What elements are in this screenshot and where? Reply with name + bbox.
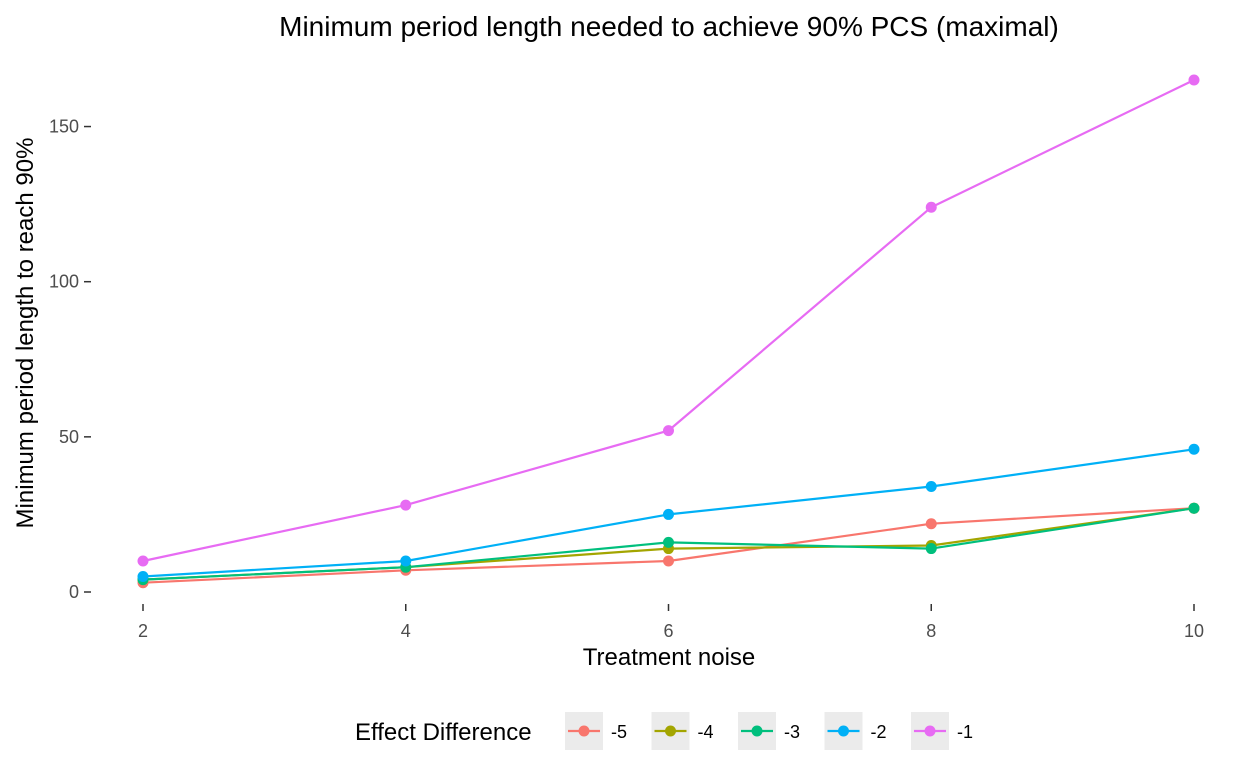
series-line--1 bbox=[142, 79, 1195, 563]
y-axis: 0 50 100 150 bbox=[49, 117, 91, 602]
data-point--3 bbox=[663, 536, 674, 548]
x-axis: 2 4 6 8 10 bbox=[138, 604, 1204, 641]
legend-item--2: -2 bbox=[824, 712, 887, 750]
legend-key-point bbox=[751, 725, 763, 737]
legend-label: -5 bbox=[611, 722, 627, 742]
legend-item--4: -4 bbox=[651, 712, 714, 750]
data-point--1 bbox=[137, 555, 149, 567]
y-axis-title: Minimum period length to reach 90% bbox=[12, 138, 39, 529]
legend-label: -2 bbox=[871, 722, 887, 742]
x-tick-label: 10 bbox=[1184, 621, 1204, 641]
y-tick-label: 150 bbox=[49, 117, 79, 137]
legend-key-point bbox=[838, 725, 849, 737]
data-point--1 bbox=[400, 499, 412, 511]
x-tick-label: 2 bbox=[138, 621, 148, 641]
y-tick-label: 0 bbox=[69, 582, 79, 602]
data-point--2 bbox=[663, 508, 674, 520]
data-point--2 bbox=[137, 570, 149, 582]
legend-title: Effect Difference bbox=[355, 719, 532, 746]
data-point--5 bbox=[663, 555, 674, 567]
series-lines bbox=[142, 79, 1195, 584]
data-point--2 bbox=[1188, 443, 1200, 455]
data-point--5 bbox=[925, 518, 937, 530]
data-point--1 bbox=[1188, 74, 1200, 86]
legend-label: -1 bbox=[957, 722, 973, 742]
data-point--3 bbox=[1188, 502, 1200, 514]
y-tick-label: 100 bbox=[49, 272, 79, 292]
data-point--2 bbox=[400, 555, 412, 567]
data-point--2 bbox=[925, 480, 937, 492]
series-points bbox=[137, 74, 1200, 589]
y-tick-label: 50 bbox=[59, 427, 79, 447]
legend-label: -3 bbox=[784, 722, 800, 742]
legend-item--3: -3 bbox=[738, 712, 800, 750]
legend-label: -4 bbox=[698, 722, 714, 742]
chart-title: Minimum period length needed to achieve … bbox=[279, 11, 1059, 42]
legend-key-point bbox=[665, 725, 676, 737]
legend: Effect Difference -5 -4 -3 -2 -1 bbox=[355, 712, 973, 750]
x-tick-label: 8 bbox=[926, 621, 936, 641]
x-axis-title: Treatment noise bbox=[583, 644, 756, 671]
x-tick-label: 6 bbox=[663, 621, 673, 641]
data-point--1 bbox=[663, 425, 674, 437]
data-point--1 bbox=[925, 201, 937, 213]
legend-key-point bbox=[924, 725, 936, 737]
legend-item--1: -1 bbox=[911, 712, 973, 750]
legend-key-point bbox=[578, 725, 590, 737]
data-point--3 bbox=[925, 543, 937, 555]
legend-item--5: -5 bbox=[565, 712, 627, 750]
x-tick-label: 4 bbox=[401, 621, 411, 641]
